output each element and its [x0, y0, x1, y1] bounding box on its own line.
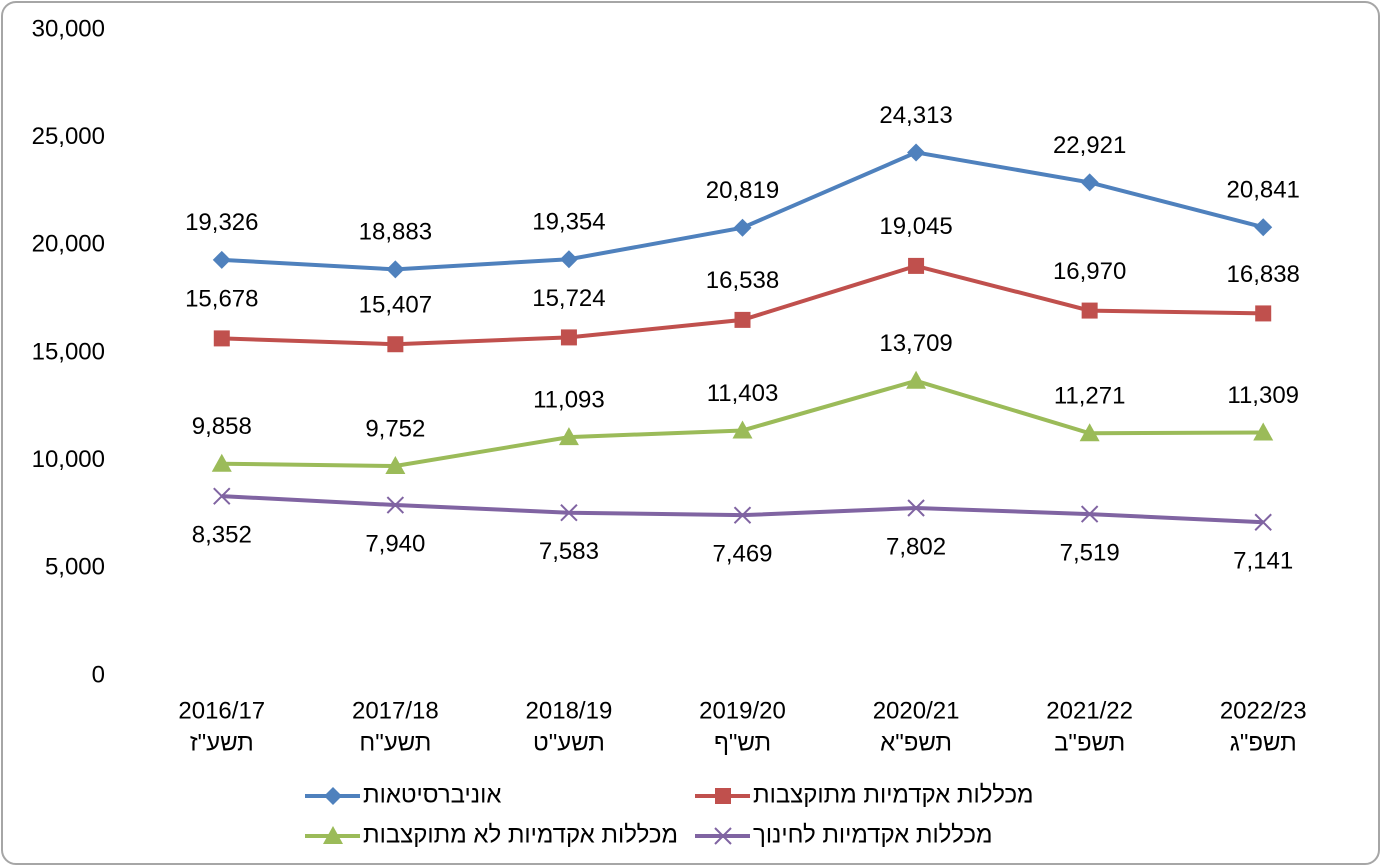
data-label: 11,309: [1227, 382, 1299, 409]
data-label: 15,407: [359, 292, 432, 319]
legend-marker: [714, 827, 732, 845]
data-label: 18,883: [359, 219, 432, 246]
data-point: [212, 250, 231, 269]
legend-label: מכללות אקדמיות לא מתוקצבות: [363, 821, 678, 848]
data-label: 7,141: [1233, 548, 1293, 575]
data-label: 7,519: [1060, 539, 1120, 566]
legend-marker: [715, 788, 731, 804]
x-tick-label: 2021/22: [1046, 697, 1133, 724]
data-label: 11,271: [1054, 383, 1126, 410]
data-label: 15,678: [185, 286, 258, 313]
data-point: [560, 329, 577, 346]
data-point: [1255, 305, 1272, 322]
data-point: [1253, 422, 1274, 441]
data-label: 7,583: [539, 538, 599, 565]
data-label: 11,403: [707, 380, 779, 407]
data-label: 15,724: [532, 285, 605, 312]
legend-marker: [324, 787, 342, 805]
data-label: 11,093: [533, 386, 605, 413]
legend-label: מכללות אקדמיות לחינוך: [753, 821, 992, 848]
data-point: [906, 370, 927, 389]
x-tick-label: תשע"ח: [359, 729, 431, 756]
data-label: 13,709: [879, 330, 952, 357]
data-point: [213, 487, 231, 505]
data-point: [386, 260, 405, 279]
data-label: 8,352: [192, 521, 252, 548]
data-point: [907, 143, 926, 162]
data-point: [732, 420, 753, 439]
data-point: [558, 427, 579, 446]
data-point: [1254, 218, 1273, 237]
data-point: [908, 257, 925, 274]
x-tick-label: תשע"ט: [533, 729, 605, 756]
data-point: [734, 311, 751, 328]
data-label: 7,469: [712, 541, 772, 568]
data-label: 16,838: [1227, 261, 1300, 288]
x-tick-label: 2018/19: [526, 697, 613, 724]
data-point: [560, 504, 578, 522]
data-label: 22,921: [1053, 132, 1126, 159]
data-point: [213, 330, 230, 347]
data-label: 16,970: [1053, 258, 1126, 285]
data-point: [1079, 423, 1100, 442]
data-label: 19,326: [185, 209, 258, 236]
data-point: [907, 499, 925, 517]
data-label: 19,354: [532, 209, 605, 236]
data-label: 19,045: [879, 213, 952, 240]
data-point: [733, 218, 752, 237]
data-label: 24,313: [879, 102, 952, 129]
x-tick-label: תש"ף: [714, 729, 771, 756]
x-tick-label: תשפ"ב: [1054, 729, 1125, 756]
x-tick-label: תשפ"א: [880, 729, 952, 756]
x-tick-label: תשפ"ג: [1230, 729, 1297, 756]
data-label: 9,752: [365, 415, 425, 442]
data-point: [386, 496, 405, 514]
x-tick-label: 2022/23: [1220, 697, 1307, 724]
x-tick-label: 2020/21: [873, 697, 960, 724]
legend-label: אוניברסיטאות: [363, 781, 501, 808]
y-tick-label: 0: [92, 661, 105, 688]
data-label: 16,538: [706, 267, 779, 294]
data-label: 20,841: [1227, 177, 1300, 204]
data-label: 7,940: [365, 530, 425, 557]
data-point: [385, 456, 406, 475]
data-point: [1254, 513, 1272, 531]
data-point: [559, 250, 578, 269]
data-label: 9,858: [192, 413, 252, 440]
x-tick-label: תשע"ז: [190, 729, 254, 756]
data-point: [1081, 302, 1098, 319]
legend-marker: [323, 826, 343, 844]
y-tick-label: 10,000: [32, 446, 105, 473]
x-tick-label: 2016/17: [178, 697, 265, 724]
data-point: [387, 336, 404, 353]
data-point: [211, 453, 232, 472]
x-tick-label: 2017/18: [352, 697, 439, 724]
data-point: [1080, 173, 1099, 192]
data-label: 20,819: [706, 177, 779, 204]
y-tick-label: 20,000: [32, 231, 105, 258]
x-tick-label: 2019/20: [699, 697, 786, 724]
y-tick-label: 30,000: [32, 15, 105, 42]
y-tick-label: 5,000: [45, 554, 105, 581]
legend-label: מכללות אקדמיות מתוקצבות: [753, 781, 1034, 808]
data-point: [1080, 505, 1099, 523]
data-label: 7,802: [886, 533, 946, 560]
y-tick-label: 15,000: [32, 338, 105, 365]
data-point: [733, 506, 752, 524]
y-tick-label: 25,000: [32, 123, 105, 150]
